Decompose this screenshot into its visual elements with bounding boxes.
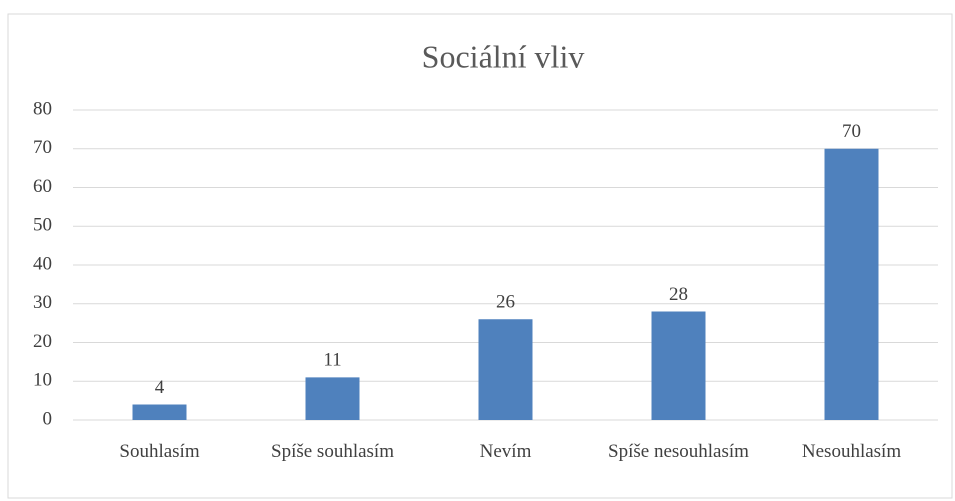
data-label: 26 (496, 292, 515, 313)
bar (305, 377, 360, 420)
chart-border (7, 13, 953, 499)
y-tick-label: 10 (33, 370, 52, 391)
y-tick-label: 50 (33, 215, 52, 236)
x-tick-label: Nevím (479, 441, 532, 462)
x-tick-label: Spíše souhlasím (271, 441, 394, 462)
y-tick-label: 0 (43, 408, 53, 429)
y-tick-label: 80 (33, 98, 52, 119)
bar (824, 148, 879, 420)
data-label: 11 (323, 350, 341, 371)
x-tick-label: Nesouhlasím (801, 441, 902, 462)
data-label: 70 (842, 121, 861, 142)
data-label: 4 (155, 377, 165, 398)
bar (132, 404, 187, 420)
y-tick-label: 60 (33, 176, 52, 197)
y-tick-label: 70 (33, 137, 52, 158)
x-tick-label: Spíše nesouhlasím (608, 441, 749, 462)
bar (478, 319, 533, 420)
bar (651, 311, 706, 420)
y-tick-label: 30 (33, 292, 52, 313)
chart-title: Sociální vliv (422, 38, 585, 74)
y-tick-label: 20 (33, 331, 52, 352)
y-tick-label: 40 (33, 253, 52, 274)
x-tick-label: Souhlasím (119, 441, 200, 462)
data-label: 28 (669, 284, 688, 305)
